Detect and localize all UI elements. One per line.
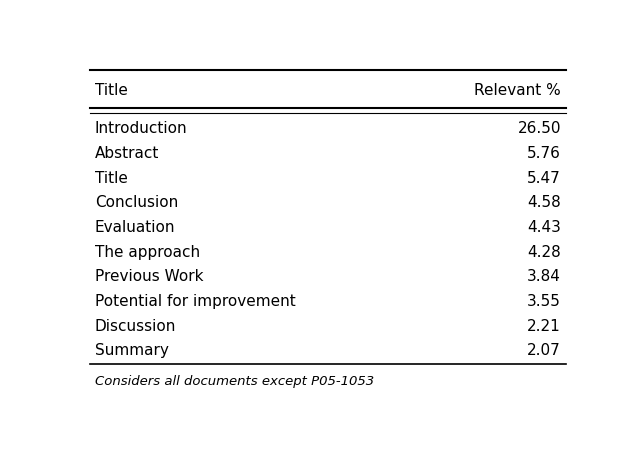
Text: 5.47: 5.47 xyxy=(527,170,561,186)
Text: Evaluation: Evaluation xyxy=(95,220,175,235)
Text: 4.58: 4.58 xyxy=(527,195,561,210)
Text: 5.76: 5.76 xyxy=(527,146,561,161)
Text: Introduction: Introduction xyxy=(95,121,188,136)
Text: Relevant %: Relevant % xyxy=(474,83,561,98)
Text: 4.43: 4.43 xyxy=(527,220,561,235)
Text: 26.50: 26.50 xyxy=(518,121,561,136)
Text: Title: Title xyxy=(95,170,128,186)
Text: Title: Title xyxy=(95,83,128,98)
Text: Considers all documents except P05-1053: Considers all documents except P05-1053 xyxy=(95,375,374,388)
Text: Abstract: Abstract xyxy=(95,146,159,161)
Text: The approach: The approach xyxy=(95,244,200,260)
Text: 2.07: 2.07 xyxy=(527,343,561,358)
Text: 2.21: 2.21 xyxy=(527,318,561,334)
Text: Potential for improvement: Potential for improvement xyxy=(95,294,296,309)
Text: Discussion: Discussion xyxy=(95,318,176,334)
Text: 3.55: 3.55 xyxy=(527,294,561,309)
Text: Summary: Summary xyxy=(95,343,169,358)
Text: 3.84: 3.84 xyxy=(527,269,561,284)
Text: Previous Work: Previous Work xyxy=(95,269,204,284)
Text: Conclusion: Conclusion xyxy=(95,195,178,210)
Text: 4.28: 4.28 xyxy=(527,244,561,260)
